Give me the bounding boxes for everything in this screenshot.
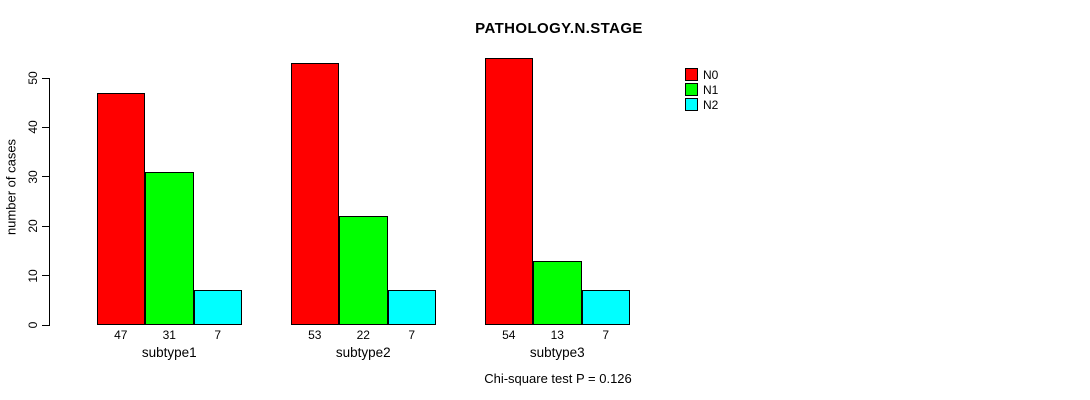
bar-n0-subtype2: [290, 63, 339, 325]
bar-n2-subtype2: [387, 290, 436, 325]
x-category-label: subtype3: [529, 345, 585, 360]
x-category-label: subtype1: [141, 345, 197, 360]
bar-value-label: 7: [214, 328, 222, 342]
legend-swatch-n0: [685, 68, 698, 81]
legend-item-n1: N1: [685, 82, 718, 97]
y-tick-label: 10: [26, 268, 40, 283]
bar-value-label: 47: [114, 328, 128, 342]
legend-swatch-n2: [685, 98, 698, 111]
bar-n2-subtype1: [193, 290, 242, 325]
legend-label: N1: [703, 82, 719, 97]
bar-n0-subtype1: [96, 92, 145, 325]
y-axis-tick: [42, 126, 50, 128]
y-tick-label: 30: [26, 170, 40, 184]
bar-value-label: 13: [550, 328, 564, 342]
y-axis-tick: [42, 176, 50, 178]
y-axis-tick: [42, 275, 50, 277]
bar-value-label: 31: [162, 328, 176, 342]
y-axis-tick: [42, 324, 50, 326]
y-tick-label: 40: [26, 120, 40, 135]
bar-value-label: 53: [308, 328, 322, 342]
y-axis-tick: [42, 77, 50, 79]
chart-title: PATHOLOGY.N.STAGE: [475, 20, 643, 37]
bar-value-label: 22: [356, 328, 370, 342]
bar-value-label: 7: [408, 328, 416, 342]
legend-item-n2: N2: [685, 97, 718, 112]
bar-value-label: 7: [602, 328, 610, 342]
y-axis-tick: [42, 225, 50, 227]
y-tick-label: 20: [26, 219, 40, 233]
y-tick-label: 50: [26, 71, 40, 85]
legend-label: N0: [703, 67, 719, 82]
bar-n1-subtype2: [339, 216, 388, 325]
bar-n1-subtype1: [145, 171, 194, 325]
bar-n2-subtype3: [581, 290, 630, 325]
chi-square-annotation: Chi-square test P = 0.126: [484, 371, 632, 386]
bar-n0-subtype3: [484, 58, 533, 325]
legend-swatch-n1: [685, 83, 698, 96]
y-tick-label: 0: [26, 321, 40, 329]
bar-value-label: 54: [502, 328, 516, 342]
legend-label: N2: [703, 97, 719, 112]
bar-n1-subtype3: [533, 260, 582, 325]
legend-item-n0: N0: [685, 67, 718, 82]
x-category-label: subtype2: [335, 345, 391, 360]
legend: N0 N1 N2: [685, 67, 718, 112]
y-axis-line: [49, 78, 50, 325]
